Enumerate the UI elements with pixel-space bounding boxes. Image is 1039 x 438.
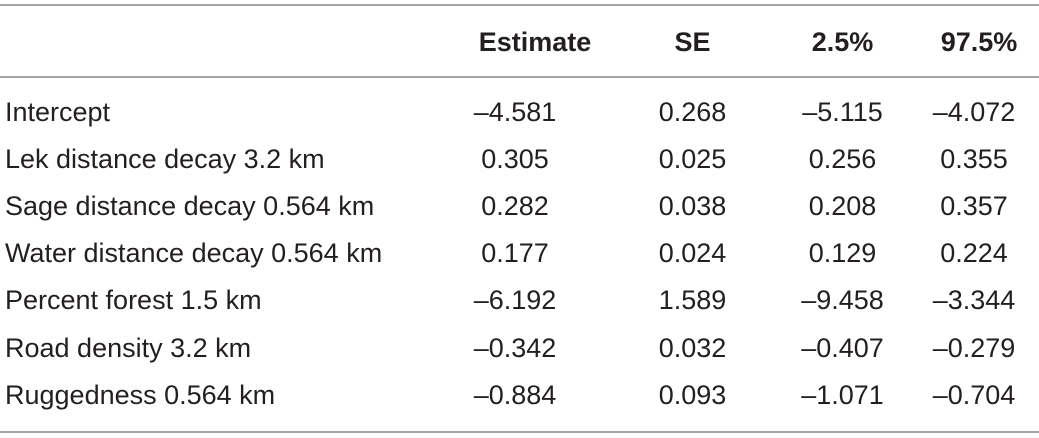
row-estimate: 0.305 bbox=[481, 144, 549, 174]
row-label: Intercept bbox=[5, 97, 111, 127]
table-row: Intercept –4.581 0.268 –5.115 –4.072 bbox=[0, 89, 1039, 136]
row-label: Ruggedness 0.564 km bbox=[5, 380, 276, 410]
header-se: SE bbox=[674, 27, 711, 57]
row-se: 0.268 bbox=[658, 97, 727, 127]
row-estimate: –0.884 bbox=[473, 380, 557, 410]
row-upper-ci: –0.704 bbox=[932, 380, 1016, 410]
header-upper-ci: 97.5% bbox=[940, 27, 1018, 57]
row-lower-ci: –5.115 bbox=[802, 97, 883, 127]
table-header-row: Estimate SE 2.5% 97.5% bbox=[0, 18, 1039, 66]
row-estimate: 0.282 bbox=[481, 191, 549, 221]
row-upper-ci: 0.355 bbox=[940, 144, 1008, 174]
row-se: 0.025 bbox=[658, 144, 727, 174]
row-estimate: –0.342 bbox=[473, 333, 557, 363]
row-lower-ci: 0.129 bbox=[808, 238, 877, 268]
row-se: 1.589 bbox=[658, 285, 727, 315]
table-header-rule bbox=[0, 76, 1039, 78]
row-se: 0.038 bbox=[658, 191, 727, 221]
table-row: Ruggedness 0.564 km –0.884 0.093 –1.071 … bbox=[0, 372, 1039, 419]
row-se: 0.024 bbox=[658, 238, 727, 268]
row-se: 0.032 bbox=[658, 333, 727, 363]
row-lower-ci: –1.071 bbox=[801, 380, 884, 410]
row-label: Water distance decay 0.564 km bbox=[5, 238, 383, 268]
row-upper-ci: –3.344 bbox=[932, 285, 1016, 315]
row-lower-ci: –9.458 bbox=[801, 285, 884, 315]
row-lower-ci: –0.407 bbox=[801, 333, 884, 363]
row-label: Percent forest 1.5 km bbox=[5, 285, 262, 315]
header-estimate: Estimate bbox=[478, 27, 592, 57]
table-row: Water distance decay 0.564 km 0.177 0.02… bbox=[0, 230, 1039, 277]
row-lower-ci: 0.208 bbox=[808, 191, 877, 221]
row-lower-ci: 0.256 bbox=[808, 144, 877, 174]
row-se: 0.093 bbox=[658, 380, 727, 410]
table-row: Road density 3.2 km –0.342 0.032 –0.407 … bbox=[0, 325, 1039, 372]
row-estimate: –4.581 bbox=[473, 97, 557, 127]
table-top-rule bbox=[0, 4, 1039, 6]
row-estimate: 0.177 bbox=[481, 238, 549, 268]
row-estimate: –6.192 bbox=[473, 285, 557, 315]
header-lower-ci: 2.5% bbox=[811, 27, 874, 57]
row-label: Sage distance decay 0.564 km bbox=[5, 191, 375, 221]
table-row: Lek distance decay 3.2 km 0.305 0.025 0.… bbox=[0, 136, 1039, 183]
table-row: Percent forest 1.5 km –6.192 1.589 –9.45… bbox=[0, 277, 1039, 324]
row-upper-ci: –0.279 bbox=[932, 333, 1016, 363]
table-row: Sage distance decay 0.564 km 0.282 0.038… bbox=[0, 183, 1039, 230]
table-bottom-rule bbox=[0, 431, 1039, 433]
row-upper-ci: 0.357 bbox=[940, 191, 1008, 221]
row-label: Road density 3.2 km bbox=[5, 333, 252, 363]
row-upper-ci: 0.224 bbox=[940, 238, 1008, 268]
row-label: Lek distance decay 3.2 km bbox=[5, 144, 325, 174]
row-upper-ci: –4.072 bbox=[932, 97, 1016, 127]
